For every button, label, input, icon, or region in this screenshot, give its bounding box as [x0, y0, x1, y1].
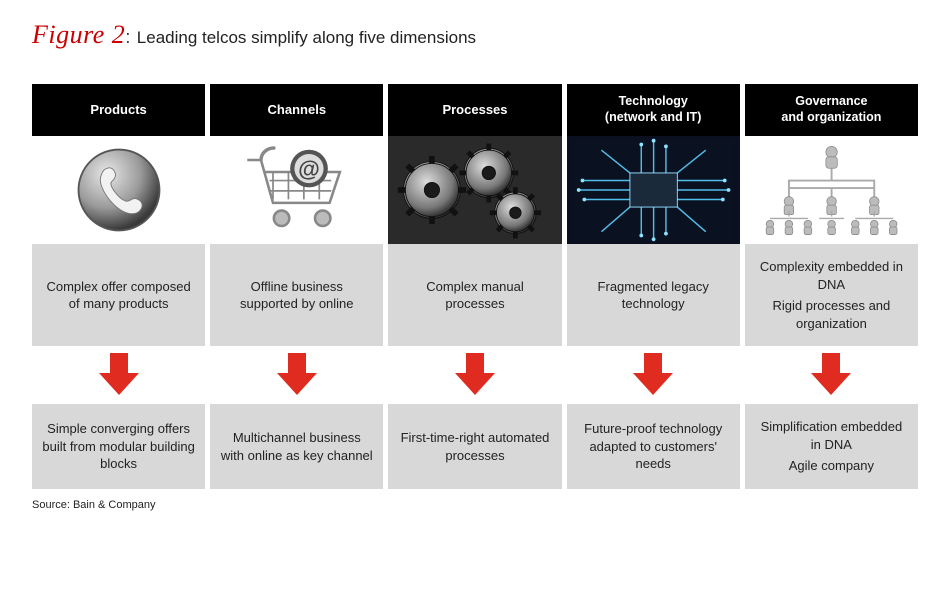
org-chart-people-icon	[751, 140, 912, 240]
col-header-governance: Governanceand organization	[745, 84, 918, 136]
col-header-processes: Processes	[388, 84, 561, 136]
after-text: Future-proof technology adapted to custo…	[577, 420, 730, 473]
before-text: Rigid processes and organization	[755, 297, 908, 332]
image-channels: @	[210, 136, 383, 244]
arrow-cell	[32, 346, 205, 404]
image-products	[32, 136, 205, 244]
before-text: Complex offer composed of many products	[42, 278, 195, 313]
before-technology: Fragmented legacy technology	[567, 244, 740, 346]
before-products: Complex offer composed of many products	[32, 244, 205, 346]
down-arrow-icon	[99, 353, 139, 397]
col-header-technology: Technology(network and IT)	[567, 84, 740, 136]
figure-title: Figure 2: Leading telcos simplify along …	[32, 20, 918, 50]
down-arrow-icon	[811, 353, 851, 397]
phone-circle-icon	[73, 144, 165, 236]
figure-label: Figure 2	[32, 20, 125, 49]
before-text: Complex manual processes	[398, 278, 551, 313]
gears-icon	[394, 136, 555, 244]
after-processes: First-time-right automated processes	[388, 404, 561, 489]
before-text: Complexity embedded in DNA	[755, 258, 908, 293]
after-products: Simple converging offers built from modu…	[32, 404, 205, 489]
arrow-cell	[745, 346, 918, 404]
circuit-board-icon	[573, 136, 734, 244]
before-processes: Complex manual processes	[388, 244, 561, 346]
down-arrow-icon	[277, 353, 317, 397]
before-channels: Offline business supported by online	[210, 244, 383, 346]
after-governance: Simplification embedded in DNA Agile com…	[745, 404, 918, 489]
before-text: Offline business supported by online	[220, 278, 373, 313]
after-text: First-time-right automated processes	[398, 429, 551, 464]
after-text: Simplification embedded in DNA	[755, 418, 908, 453]
source-line: Source: Bain & Company	[32, 499, 918, 511]
col-header-products: Products	[32, 84, 205, 136]
arrow-cell	[210, 346, 383, 404]
after-channels: Multichannel business with online as key…	[210, 404, 383, 489]
image-technology	[567, 136, 740, 244]
after-technology: Future-proof technology adapted to custo…	[567, 404, 740, 489]
image-processes	[388, 136, 561, 244]
down-arrow-icon	[633, 353, 673, 397]
after-text: Simple converging offers built from modu…	[42, 420, 195, 473]
image-governance	[745, 136, 918, 244]
figure-colon: :	[125, 27, 130, 47]
down-arrow-icon	[455, 353, 495, 397]
shopping-cart-at-icon: @	[237, 142, 357, 238]
figure-caption: Leading telcos simplify along five dimen…	[137, 28, 476, 47]
col-header-channels: Channels	[210, 84, 383, 136]
before-text: Fragmented legacy technology	[577, 278, 730, 313]
arrow-cell	[388, 346, 561, 404]
before-governance: Complexity embedded in DNA Rigid process…	[745, 244, 918, 346]
svg-text:@: @	[298, 156, 320, 181]
after-text: Multichannel business with online as key…	[220, 429, 373, 464]
infographic-grid: Products Channels Processes Technology(n…	[32, 84, 918, 489]
after-text: Agile company	[789, 457, 874, 475]
arrow-cell	[567, 346, 740, 404]
